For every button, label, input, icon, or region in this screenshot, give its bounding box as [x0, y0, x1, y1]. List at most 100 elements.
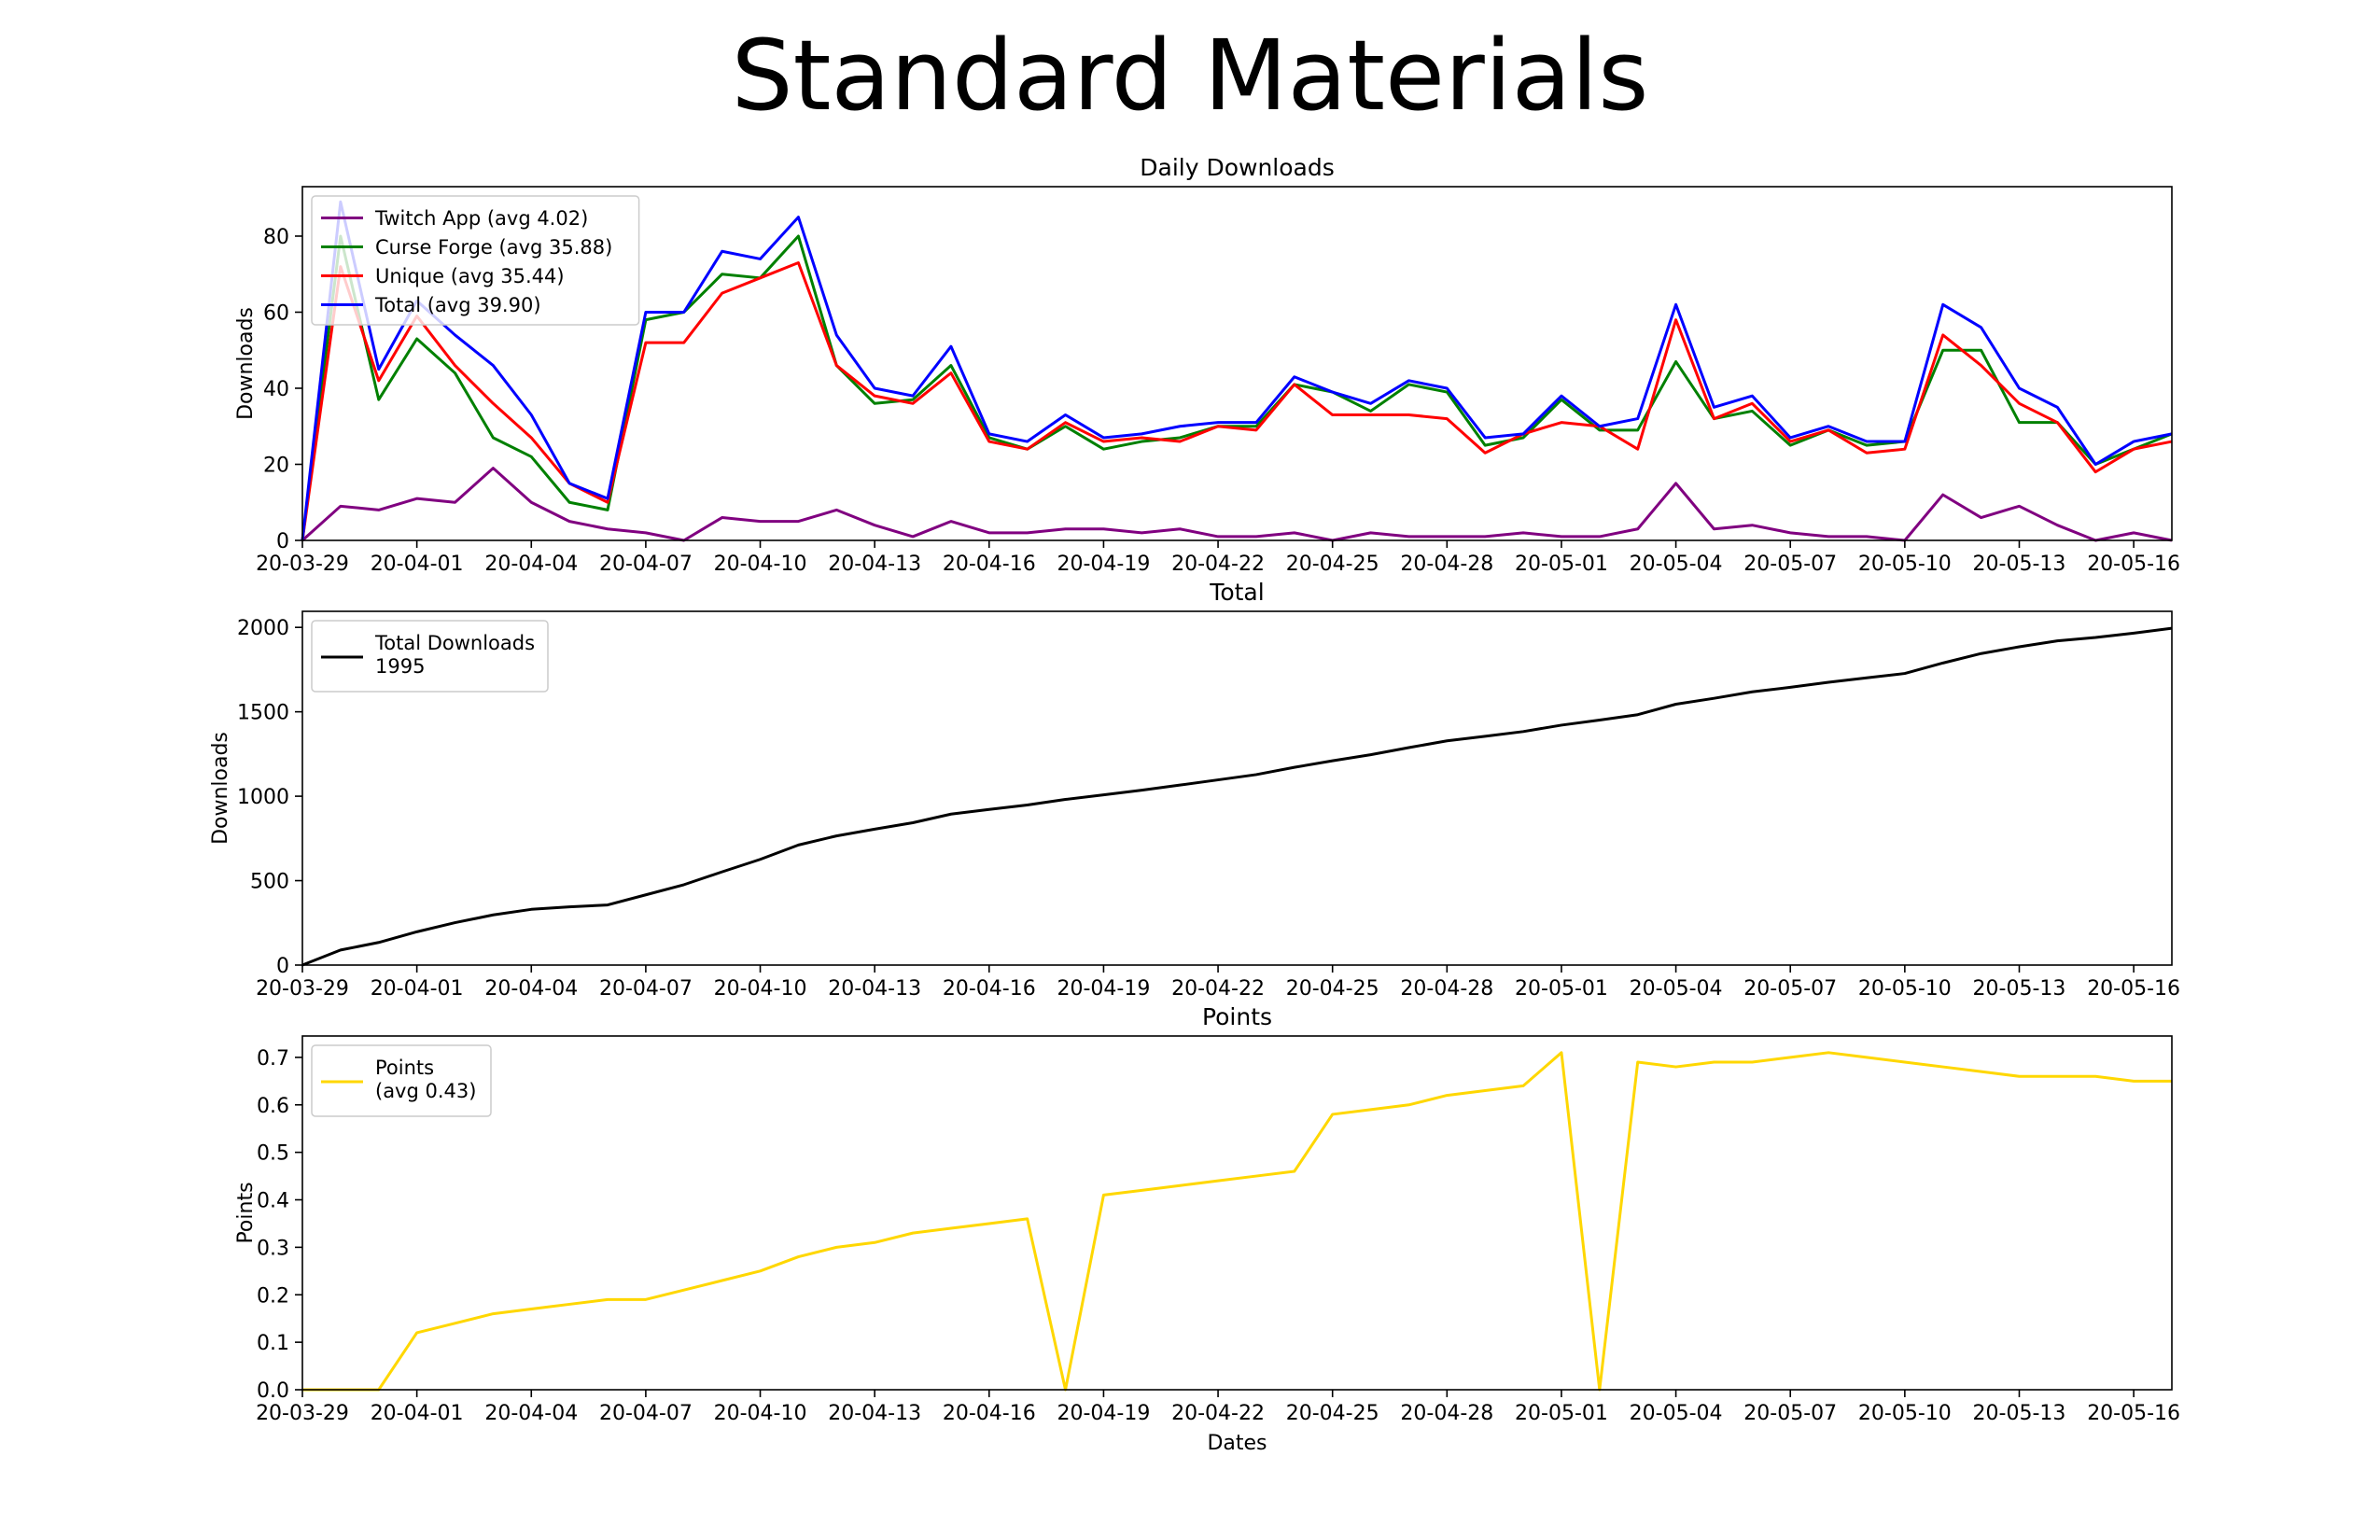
- y-tick-label: 60: [263, 301, 289, 325]
- chart-panel-1: Daily Downloads 0 20 40 60 80 20-03-29 20-04-01…: [234, 154, 2180, 576]
- y-tick-label: 2000: [237, 617, 289, 640]
- y-axis-label: Downloads: [234, 307, 258, 420]
- y-tick-label: 0: [276, 955, 289, 978]
- y-tick-label: 0.3: [257, 1237, 289, 1260]
- plot-frame: [301, 186, 2173, 541]
- x-tick-label: 20-04-10: [714, 553, 807, 576]
- legend-label: Total (avg 39.90): [374, 294, 541, 316]
- x-tick-label: 20-05-10: [1858, 977, 1952, 1001]
- legend: Points(avg 0.43): [311, 1044, 492, 1117]
- legend-box: [311, 1044, 492, 1117]
- x-tick-label: 20-04-04: [484, 553, 578, 576]
- x-tick-label: 20-05-10: [1858, 553, 1952, 576]
- y-axis-label: Downloads: [209, 732, 232, 845]
- x-tick-label: 20-04-22: [1171, 553, 1265, 576]
- series-line-1: [301, 626, 2173, 967]
- plot-frame: [301, 610, 2173, 966]
- series-line-4: [301, 200, 2173, 541]
- legend-box: [311, 195, 640, 326]
- x-axis-label: Dates: [1207, 1432, 1267, 1455]
- y-tick-label: 0.1: [257, 1332, 289, 1355]
- legend: Twitch App (avg 4.02) Curse Forge (avg 35…: [311, 195, 640, 326]
- x-tick-label: 20-05-07: [1743, 553, 1837, 576]
- legend-label: Unique (avg 35.44): [375, 265, 565, 287]
- x-tick-label: 20-04-07: [599, 1402, 693, 1425]
- x-tick-label: 20-04-25: [1286, 977, 1379, 1001]
- x-tick-label: 20-04-01: [371, 1402, 464, 1425]
- x-tick-label: 20-04-28: [1400, 553, 1493, 576]
- y-tick-label: 1500: [237, 702, 289, 725]
- x-tick-label: 20-04-16: [943, 553, 1036, 576]
- x-tick-label: 20-04-16: [943, 977, 1036, 1001]
- y-tick-label: 40: [263, 378, 289, 401]
- x-tick-label: 20-04-16: [943, 1402, 1036, 1425]
- chart-title: Daily Downloads: [1140, 154, 1335, 181]
- x-tick-label: 20-05-07: [1743, 977, 1837, 1001]
- chart-title: Points: [1202, 1003, 1272, 1030]
- series-line-1: [302, 1051, 2172, 1392]
- legend-label: Points: [375, 1057, 434, 1079]
- x-tick-label: 20-05-10: [1858, 1402, 1952, 1425]
- x-tick-label: 20-05-16: [2087, 977, 2180, 1001]
- chart-title: Total: [1209, 579, 1264, 606]
- y-tick-label: 0.4: [257, 1190, 289, 1213]
- legend-label-line2: 1995: [375, 655, 425, 678]
- legend-label: Total Downloads: [374, 632, 535, 654]
- x-tick-label: 20-03-29: [256, 1402, 349, 1425]
- x-tick-label: 20-05-01: [1515, 977, 1608, 1001]
- x-tick-label: 20-04-07: [599, 977, 693, 1001]
- x-tick-label: 20-04-13: [828, 553, 921, 576]
- x-tick-label: 20-04-13: [828, 1402, 921, 1425]
- chart-panel-3: Points 0.0 0.1 0.2 0.3 0.4 0.5 0.6 0.7 20-03-29 20…: [234, 1003, 2180, 1455]
- y-tick-label: 0.2: [257, 1284, 289, 1308]
- x-tick-label: 20-04-22: [1171, 977, 1265, 1001]
- x-tick-label: 20-04-19: [1057, 553, 1150, 576]
- legend-label-line2: (avg 0.43): [375, 1080, 476, 1102]
- x-tick-label: 20-05-13: [1973, 1402, 2066, 1425]
- x-tick-label: 20-03-29: [256, 977, 349, 1001]
- x-tick-label: 20-05-07: [1743, 1402, 1837, 1425]
- x-tick-label: 20-04-22: [1171, 1402, 1265, 1425]
- x-tick-label: 20-04-01: [371, 977, 464, 1001]
- y-tick-label: 0.0: [257, 1379, 289, 1403]
- x-tick-label: 20-04-04: [484, 1402, 578, 1425]
- x-tick-label: 20-03-29: [256, 553, 349, 576]
- x-tick-label: 20-05-13: [1973, 553, 2066, 576]
- x-tick-label: 20-05-04: [1630, 977, 1723, 1001]
- x-tick-label: 20-05-01: [1515, 553, 1608, 576]
- x-tick-label: 20-04-07: [599, 553, 693, 576]
- y-tick-label: 80: [263, 226, 289, 249]
- chart-panel-2: Total 0 500 1000 1500 2000 20-03-29 20-04-01 20-…: [209, 579, 2180, 1001]
- series-line-3: [301, 261, 2173, 541]
- y-tick-label: 0.6: [257, 1095, 289, 1118]
- x-tick-label: 20-04-10: [714, 1402, 807, 1425]
- figure-title: Standard Materials: [731, 19, 1649, 133]
- x-tick-label: 20-05-04: [1630, 1402, 1723, 1425]
- x-tick-label: 20-04-04: [484, 977, 578, 1001]
- legend-label: Curse Forge (avg 35.88): [375, 236, 612, 259]
- y-tick-label: 20: [263, 454, 289, 477]
- y-axis-label: Points: [234, 1182, 258, 1243]
- x-tick-label: 20-04-28: [1400, 1402, 1493, 1425]
- x-tick-label: 20-05-16: [2087, 1402, 2180, 1425]
- legend-box: [311, 620, 549, 693]
- y-tick-label: 0: [276, 530, 289, 553]
- y-tick-label: 500: [250, 871, 289, 894]
- x-tick-label: 20-05-01: [1515, 1402, 1608, 1425]
- x-tick-label: 20-04-25: [1286, 1402, 1379, 1425]
- x-tick-label: 20-04-01: [371, 553, 464, 576]
- x-tick-label: 20-04-19: [1057, 977, 1150, 1001]
- plot-frame: [301, 1035, 2173, 1391]
- x-tick-label: 20-05-16: [2087, 553, 2180, 576]
- legend-label: Twitch App (avg 4.02): [374, 207, 588, 230]
- y-tick-label: 1000: [237, 786, 289, 809]
- y-tick-label: 0.5: [257, 1142, 289, 1166]
- series-line-1: [301, 467, 2173, 542]
- x-tick-label: 20-04-13: [828, 977, 921, 1001]
- x-tick-label: 20-04-25: [1286, 553, 1379, 576]
- x-tick-label: 20-04-10: [714, 977, 807, 1001]
- y-tick-label: 0.7: [257, 1047, 289, 1071]
- x-tick-label: 20-05-04: [1630, 553, 1723, 576]
